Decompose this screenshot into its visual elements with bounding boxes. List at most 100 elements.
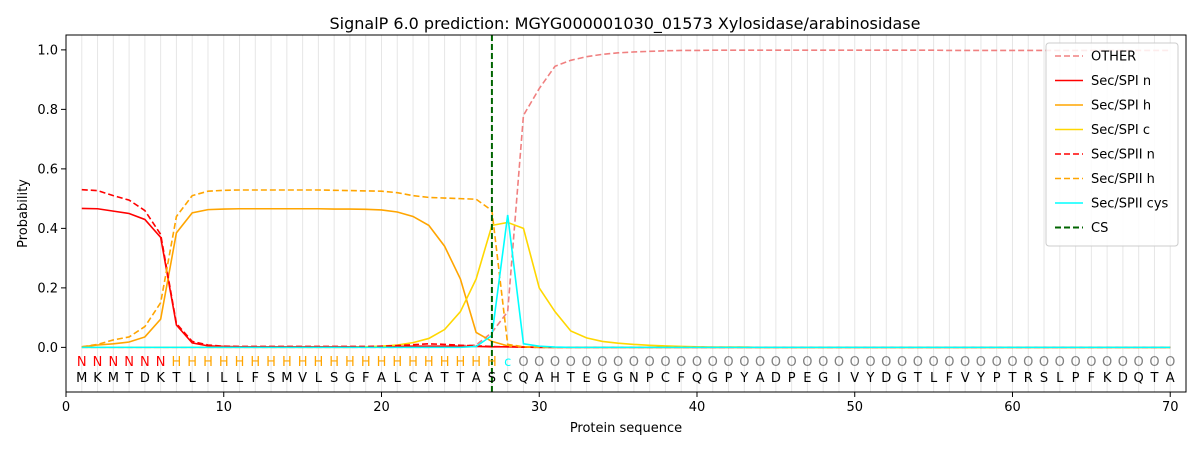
region-label: O	[692, 355, 702, 370]
residue-label: A	[535, 371, 544, 386]
residue-label: H	[550, 371, 560, 386]
region-label: H	[329, 355, 339, 370]
residue-label: S	[330, 371, 338, 386]
residue-label: P	[993, 371, 1001, 386]
region-label: H	[187, 355, 197, 370]
region-label: O	[976, 355, 986, 370]
region-label: O	[834, 355, 844, 370]
region-label: O	[1134, 355, 1144, 370]
residue-label: L	[1056, 371, 1064, 386]
legend-label: Sec/SPII h	[1091, 172, 1155, 187]
region-label: O	[897, 355, 907, 370]
region-label: O	[960, 355, 970, 370]
y-axis-label: Probability	[16, 179, 31, 248]
residue-label: G	[345, 371, 355, 386]
x-tick-label: 70	[1162, 400, 1179, 415]
residue-label: T	[440, 371, 449, 386]
y-axis-ticks: 0.0 0.2 0.4 0.6 0.8 1.0	[37, 43, 66, 356]
region-label: H	[377, 355, 387, 370]
residue-label: L	[189, 371, 197, 386]
residue-label: L	[394, 371, 402, 386]
series-line-1	[81, 207, 1171, 349]
region-label: O	[913, 355, 923, 370]
region-label: H	[250, 355, 260, 370]
region-label: H	[219, 355, 229, 370]
region-label: O	[1007, 355, 1017, 370]
region-label: O	[802, 355, 812, 370]
series-line-0	[81, 49, 1171, 349]
residue-label: T	[1008, 371, 1017, 386]
residue-label: K	[93, 371, 102, 386]
x-axis-ticks: 0 10 20 30 40 50 60 70	[62, 392, 1179, 415]
region-label: H	[392, 355, 402, 370]
region-label: O	[1039, 355, 1049, 370]
region-label: H	[487, 355, 497, 370]
residue-label: P	[646, 371, 654, 386]
region-label: O	[708, 355, 718, 370]
residue-label: G	[597, 371, 607, 386]
y-tick-label: 0.6	[37, 162, 58, 177]
region-label: O	[881, 355, 891, 370]
series-line-5	[81, 189, 1171, 349]
residue-label: E	[582, 371, 590, 386]
residue-label: S	[488, 371, 496, 386]
residue-label: S	[1040, 371, 1048, 386]
region-label: O	[1102, 355, 1112, 370]
region-label: H	[172, 355, 182, 370]
region-label: O	[1086, 355, 1096, 370]
residue-label: E	[803, 371, 811, 386]
grid-lines	[81, 35, 1171, 392]
region-label: O	[1070, 355, 1080, 370]
legend-label: Sec/SPII n	[1091, 148, 1155, 163]
region-label: H	[408, 355, 418, 370]
residue-label: D	[1118, 371, 1128, 386]
chart-title: SignalP 6.0 prediction: MGYG000001030_01…	[330, 14, 921, 34]
legend-label: OTHER	[1091, 50, 1136, 65]
y-tick-label: 0.2	[37, 281, 58, 296]
region-label: H	[424, 355, 434, 370]
residue-label: I	[206, 371, 210, 386]
residue-label: C	[503, 371, 512, 386]
x-tick-label: 10	[215, 400, 232, 415]
region-label: O	[566, 355, 576, 370]
region-label: H	[455, 355, 465, 370]
region-label: O	[550, 355, 560, 370]
y-tick-label: 0.0	[37, 341, 58, 356]
residue-label: C	[661, 371, 670, 386]
residue-label: A	[756, 371, 765, 386]
residue-label: T	[1149, 371, 1158, 386]
region-label: N	[108, 355, 118, 370]
x-tick-label: 40	[689, 400, 706, 415]
residue-label: Y	[739, 371, 748, 386]
region-label: H	[440, 355, 450, 370]
region-label: O	[818, 355, 828, 370]
x-tick-label: 0	[62, 400, 70, 415]
region-label: H	[203, 355, 213, 370]
residue-label: T	[124, 371, 133, 386]
region-label: O	[1055, 355, 1065, 370]
region-label: O	[755, 355, 765, 370]
residue-label: Y	[976, 371, 985, 386]
series-line-3	[81, 221, 1171, 349]
region-label: O	[518, 355, 528, 370]
residue-label: D	[771, 371, 781, 386]
region-label: H	[235, 355, 245, 370]
residue-label: S	[267, 371, 275, 386]
region-label: N	[156, 355, 166, 370]
residue-label: N	[629, 371, 639, 386]
x-tick-label: 60	[1004, 400, 1021, 415]
region-label: O	[771, 355, 781, 370]
region-label: N	[93, 355, 103, 370]
series-line-2	[81, 207, 1171, 349]
region-label: N	[140, 355, 150, 370]
region-label: N	[124, 355, 134, 370]
region-label: O	[676, 355, 686, 370]
residue-label: A	[377, 371, 386, 386]
region-label: O	[739, 355, 749, 370]
region-label: O	[597, 355, 607, 370]
residue-label: M	[76, 371, 87, 386]
residue-label: Q	[1134, 371, 1144, 386]
region-label: O	[928, 355, 938, 370]
residue-label: V	[961, 371, 970, 386]
